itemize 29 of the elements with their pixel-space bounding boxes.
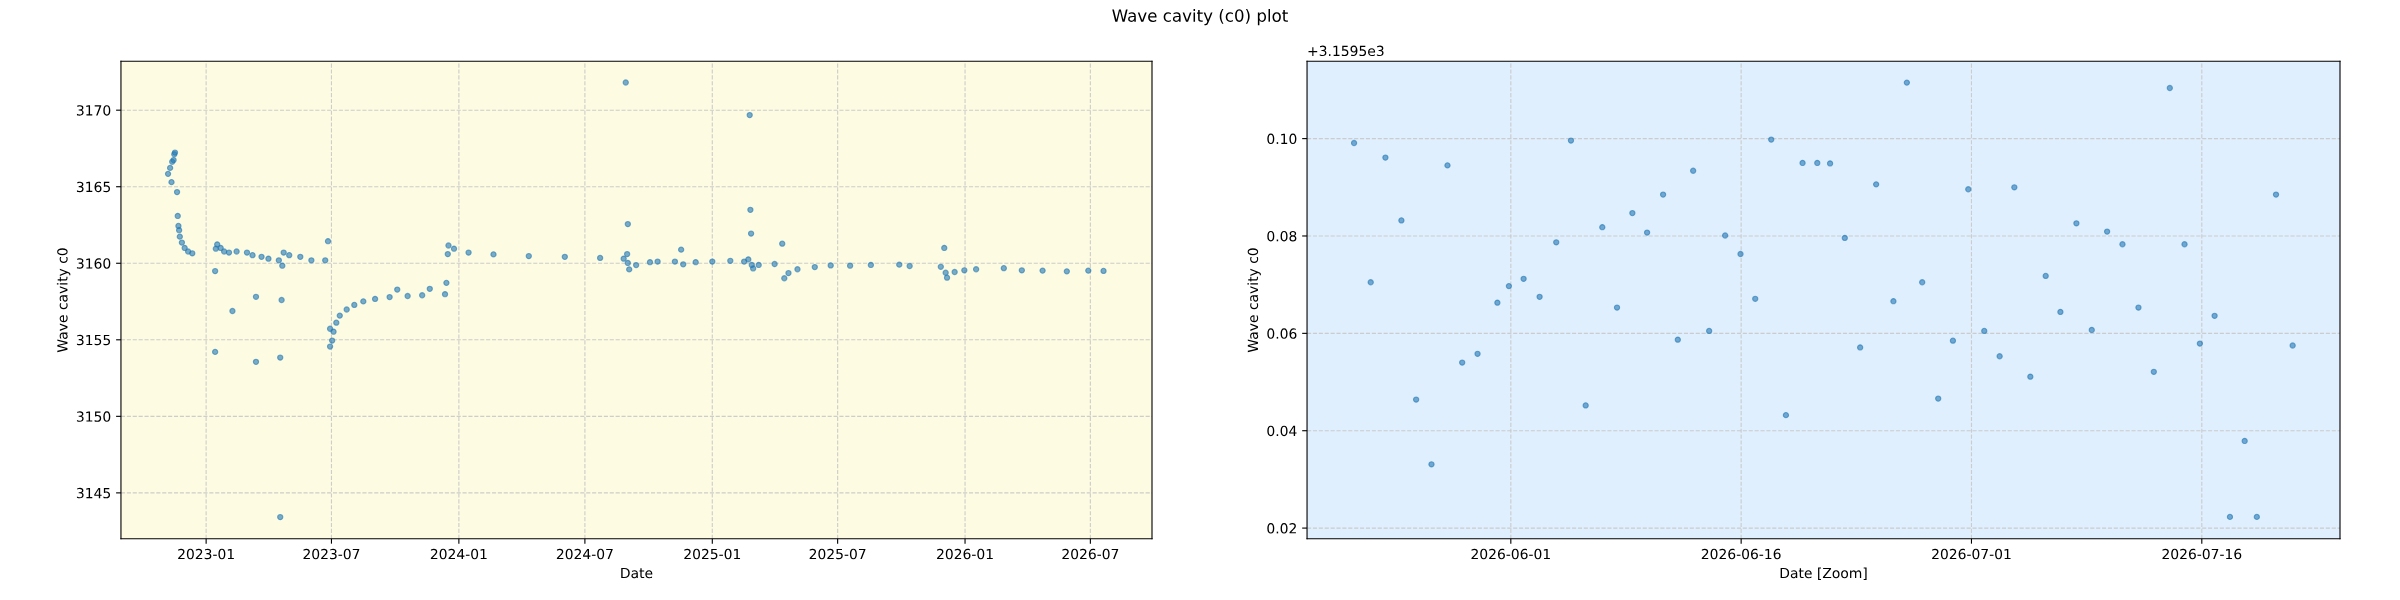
x-tick-label: 2025-07 [809, 548, 866, 560]
x-tick-label: 2026-06-01 [1471, 548, 1550, 560]
x-tick-label: 2026-07-16 [2162, 548, 2242, 560]
x-axis-title: Date [621, 567, 653, 579]
text: Wave cavity (c0) plot [1112, 9, 1288, 26]
x-tick-label: 2023-01 [178, 548, 234, 560]
x-tick-label: 2024-01 [430, 548, 487, 560]
text: +3.1595e3 [1308, 45, 1384, 57]
y-tick-label: 0.10 [1267, 133, 1297, 145]
y-tick-label: 3170 [76, 105, 111, 116]
x-tick-label: 2024-07 [556, 548, 613, 560]
y-tick-label: 3165 [76, 181, 111, 193]
y-tick-label: 0.06 [1267, 328, 1297, 339]
x-tick-label: 2026-01 [937, 548, 993, 560]
x-tick-label: 2023-07 [303, 548, 360, 560]
y-tick-label: 3150 [76, 411, 111, 422]
y-tick-label: 0.08 [1267, 230, 1297, 242]
y-tick-label: 3160 [76, 258, 111, 269]
y-tick-label: 0.02 [1267, 523, 1296, 534]
x-tick-label: 2026-06-16 [1701, 548, 1781, 560]
y-tick-label: 0.04 [1267, 425, 1297, 437]
y-axis-title: Wave cavity c0 [1247, 248, 1261, 353]
x-axis-title: Date [Zoom] [1780, 567, 1867, 580]
x-tick-label: 2026-07-01 [1932, 548, 2011, 560]
y-tick-label: 3145 [76, 487, 111, 499]
x-tick-label: 2026-07 [1062, 548, 1119, 560]
x-tick-label: 2025-01 [684, 548, 741, 560]
y-tick-label: 3155 [76, 334, 111, 346]
y-axis-title: Wave cavity c0 [56, 248, 71, 353]
